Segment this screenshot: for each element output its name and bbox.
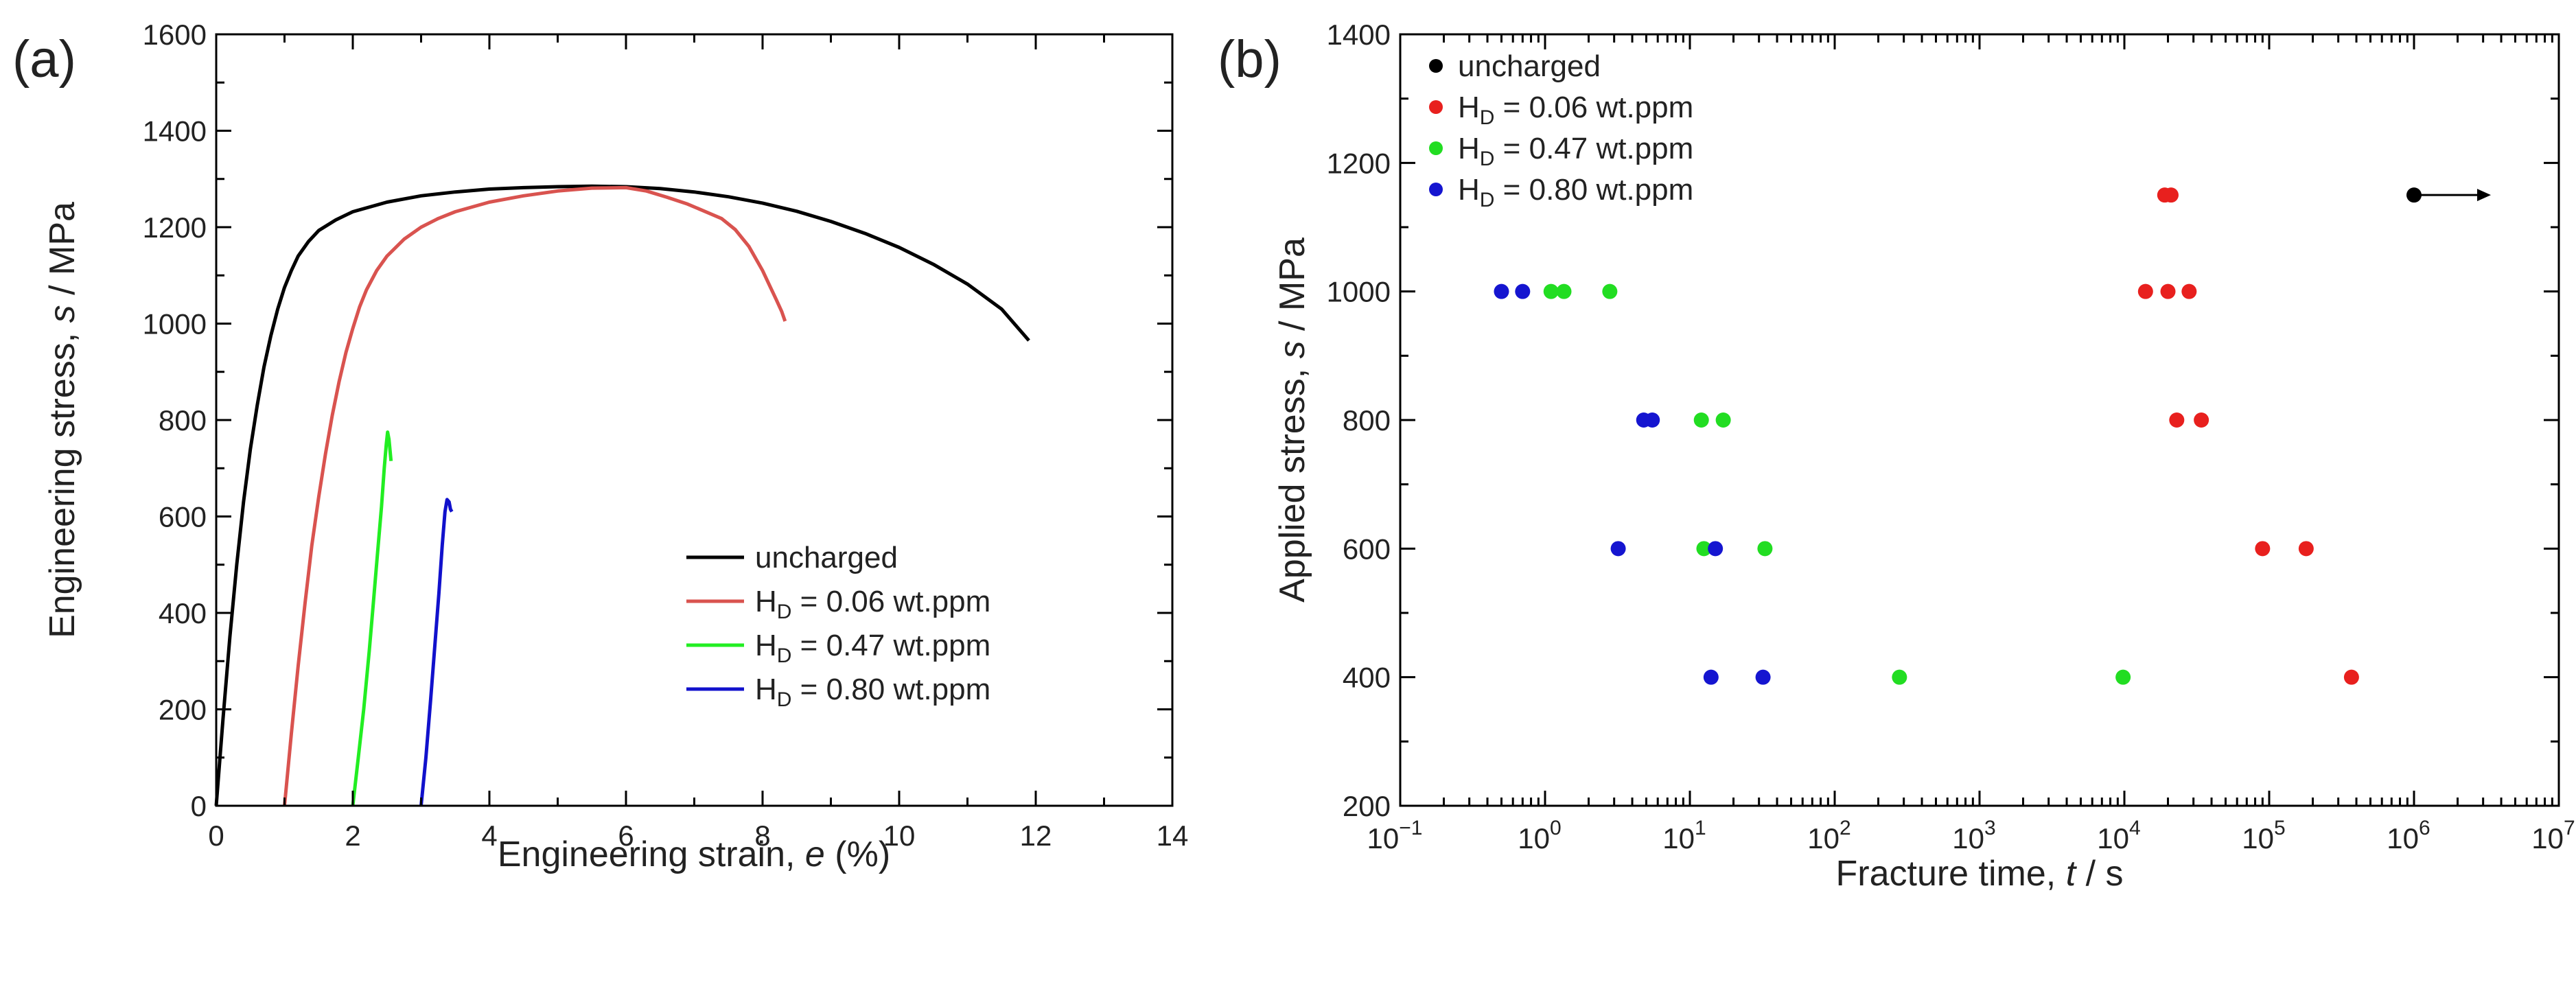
y-tick-label: 600 [1343,533,1391,565]
data-point-series-3 [1610,541,1626,557]
series-line-1 [283,185,787,806]
legend-marker-0 [1429,59,1443,73]
y-tick-label: 1400 [143,115,207,148]
data-point-series-1 [2160,283,2176,299]
legend-marker-2 [1429,141,1443,155]
data-point-series-1 [2181,283,2197,299]
y-tick-label: 600 [159,501,207,533]
panel-b-x-axis-title: Fracture time, t / s [1836,854,2124,894]
legend-label-2: HD = 0.47 wt.ppm [755,629,990,667]
legend-marker-3 [1429,183,1443,196]
data-point-series-2 [1543,283,1559,299]
data-point-series-3 [1708,541,1724,557]
y-tick-label: 200 [1343,790,1391,822]
y-tick-label: 0 [191,790,207,822]
y-tick-label: 1000 [143,308,207,340]
data-point-series-1 [2298,541,2314,557]
legend-label-3: HD = 0.80 wt.ppm [1458,173,1693,211]
x-tick-label: 10−1 [1367,817,1423,854]
panel-b-x-ticks: 10−1 100 101 102 103 104 105 106 107 [1367,34,2575,854]
data-point-series-1 [2137,283,2153,299]
series-line-3 [419,498,454,806]
panel-a-plot-area [214,184,1030,806]
y-tick-label: 800 [1343,404,1391,437]
x-tick-label: 2 [345,819,360,852]
x-tick-label: 12 [1020,819,1052,852]
legend-label-0: uncharged [1458,49,1601,83]
data-point-series-2 [2115,669,2131,685]
runout-arrow-head [2477,189,2491,202]
y-tick-label: 800 [159,404,207,437]
y-tick-label: 1400 [1327,19,1391,51]
panel-a-y-axis-title: Engineering stress, s / MPa [43,202,82,638]
x-tick-label: 8 [754,819,770,852]
x-tick-label: 101 [1662,817,1706,854]
data-point-series-2 [1602,283,1618,299]
data-point-series-1 [2163,187,2179,203]
y-tick-label: 1000 [1327,276,1391,308]
legend-label-1: HD = 0.06 wt.ppm [1458,91,1693,129]
data-point-series-2 [1757,541,1773,557]
data-point-series-2 [1696,541,1712,557]
panel-a-legend: uncharged HD = 0.06 wt.ppm HD = 0.47 wt.pp… [686,541,990,711]
x-tick-label: 105 [2242,817,2285,854]
x-tick-label: 10 [883,819,916,852]
legend-label-0: uncharged [755,541,898,574]
y-tick-label: 400 [1343,662,1391,694]
panel-b-label: (b) [1218,30,1281,89]
x-tick-label: 107 [2531,817,2575,854]
x-tick-label: 103 [1952,817,1995,854]
x-tick-label: 106 [2387,817,2430,854]
legend-label-3: HD = 0.80 wt.ppm [755,673,990,711]
panel-b-plot-area [1494,187,2491,685]
y-tick-label: 200 [159,694,207,726]
x-tick-label: 100 [1518,817,1561,854]
data-point-series-1 [2343,669,2359,685]
panel-a-x-ticks: 0 2 4 6 8 10 12 14 [208,34,1188,852]
data-point-series-2 [1715,412,1731,428]
y-tick-label: 1200 [1327,147,1391,179]
x-tick-label: 14 [1157,819,1189,852]
data-point-series-1 [2194,412,2209,428]
data-point-series-2 [1693,412,1709,428]
x-tick-label: 4 [481,819,497,852]
series-line-0 [214,184,1030,806]
data-point-series-3 [1645,412,1660,428]
data-point-series-0 [2406,187,2422,203]
x-tick-label: 104 [2097,817,2140,854]
x-tick-label: 0 [208,819,224,852]
data-point-series-2 [1556,283,1572,299]
data-point-series-3 [1515,283,1531,299]
panel-a-x-axis-title: Engineering strain, e (%) [498,835,890,874]
x-tick-label: 102 [1807,817,1850,854]
legend-label-2: HD = 0.47 wt.ppm [1458,132,1693,170]
panel-b-y-ticks: 200 400 600 800 1000 1200 1400 [1327,19,2559,822]
x-tick-label: 6 [618,819,634,852]
data-point-series-1 [2255,541,2271,557]
panel-a-y-ticks: 0 200 400 600 800 1000 1200 1400 1600 [143,19,1172,822]
series-line-2 [351,430,393,806]
data-point-series-3 [1494,283,1509,299]
panel-a-label: (a) [12,30,76,89]
data-point-series-3 [1755,669,1771,685]
legend-label-1: HD = 0.06 wt.ppm [755,585,990,623]
data-point-series-2 [1892,669,1907,685]
y-tick-label: 1600 [143,19,207,51]
data-point-series-3 [1703,669,1719,685]
legend-marker-1 [1429,100,1443,114]
y-tick-label: 400 [159,597,207,629]
data-point-series-1 [2169,412,2185,428]
panel-b-fracture-time-chart: (b) 10−1 100 101 102 103 104 105 106 107 200 400 6… [1218,19,2575,894]
panel-b-y-axis-title: Applied stress, s / MPa [1273,237,1312,603]
y-tick-label: 1200 [143,211,207,244]
panel-a-stress-strain-chart: (a) 0 2 4 6 8 10 12 14 0 200 400 600 800 1000 1200 140… [12,19,1188,874]
